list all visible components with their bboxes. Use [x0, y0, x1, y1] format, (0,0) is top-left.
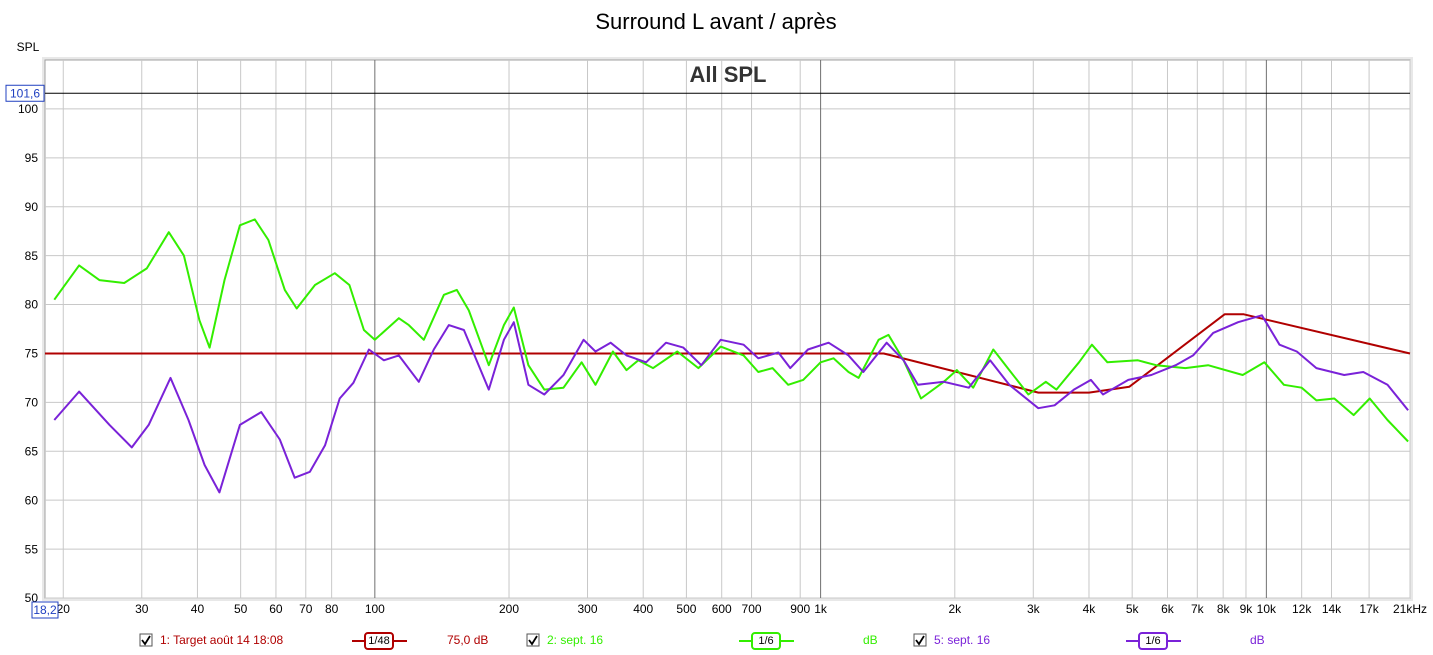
legend-checkbox[interactable] [913, 633, 927, 647]
y-tick-label: 100 [18, 102, 38, 116]
x-tick-label: 80 [325, 602, 339, 616]
x-tick-label: 9k [1240, 602, 1254, 616]
x-tick-label: 2k [948, 602, 962, 616]
x-tick-label: 10k [1257, 602, 1277, 616]
cursor-label-box [5, 84, 45, 102]
legend-smoothing-box [364, 632, 394, 650]
x-tick-label: 300 [578, 602, 598, 616]
x-start-label: 18,2 [33, 603, 57, 617]
x-tick-label: 20 [57, 602, 71, 616]
x-tick-label: 50 [234, 602, 248, 616]
x-tick-label: 500 [676, 602, 696, 616]
x-tick-label: 200 [499, 602, 519, 616]
x-tick-label: 12k [1292, 602, 1312, 616]
y-tick-label: 90 [25, 200, 39, 214]
legend-smoothing-box [1138, 632, 1168, 650]
y-tick-label: 75 [25, 347, 39, 361]
x-tick-label: 600 [712, 602, 732, 616]
x-tick-label: 900 [790, 602, 810, 616]
x-tick-label: 400 [633, 602, 653, 616]
cursor-label: 101,6 [10, 86, 40, 100]
legend-checkbox[interactable] [139, 633, 153, 647]
x-tick-label: 100 [365, 602, 385, 616]
y-tick-label: 60 [25, 493, 39, 507]
legend-checkbox[interactable] [526, 633, 540, 647]
legend-smoothing: 1/6 [1145, 635, 1160, 647]
legend-value: dB [1250, 633, 1265, 647]
legend-check [141, 635, 151, 646]
x-tick-label: 70 [299, 602, 313, 616]
legend-label: 5: sept. 16 [934, 633, 990, 647]
x-tick-label: 1k [814, 602, 828, 616]
legend-check [915, 635, 925, 646]
legend-value: 75,0 dB [447, 633, 488, 647]
legend-smoothing: 1/6 [758, 635, 773, 647]
series-line [53, 218, 1409, 443]
chart-title: Surround L avant / après [595, 9, 836, 34]
legend-value: dB [863, 633, 878, 647]
legend-label: 2: sept. 16 [547, 633, 603, 647]
y-tick-label: 85 [25, 249, 39, 263]
x-tick-label: 8k [1217, 602, 1231, 616]
x-tick-label: 4k [1083, 602, 1097, 616]
x-tick-label: 14k [1322, 602, 1342, 616]
x-tick-label: 21kHz [1393, 602, 1427, 616]
x-tick-label: 700 [742, 602, 762, 616]
y-axis-label: SPL [17, 40, 40, 54]
inner-title: All SPL [689, 62, 766, 87]
legend-smoothing-box [751, 632, 781, 650]
x-tick-label: 5k [1126, 602, 1140, 616]
x-tick-label: 3k [1027, 602, 1041, 616]
x-tick-label: 40 [191, 602, 205, 616]
y-tick-label: 80 [25, 298, 39, 312]
y-tick-label: 95 [25, 151, 39, 165]
x-tick-label: 17k [1359, 602, 1379, 616]
y-tick-label: 55 [25, 542, 39, 556]
legend-check [528, 635, 538, 646]
x-tick-label: 7k [1191, 602, 1205, 616]
series-line [45, 313, 1411, 394]
plot-area [44, 59, 1411, 599]
x-tick-label: 30 [135, 602, 149, 616]
legend-smoothing: 1/48 [368, 635, 389, 647]
y-tick-label: 70 [25, 396, 39, 410]
x-start-label-box [31, 601, 59, 619]
legend-label: 1: Target août 14 18:08 [160, 633, 284, 647]
y-tick-label: 65 [25, 444, 39, 458]
series-line [53, 314, 1409, 494]
x-tick-label: 6k [1161, 602, 1175, 616]
x-tick-label: 60 [269, 602, 283, 616]
